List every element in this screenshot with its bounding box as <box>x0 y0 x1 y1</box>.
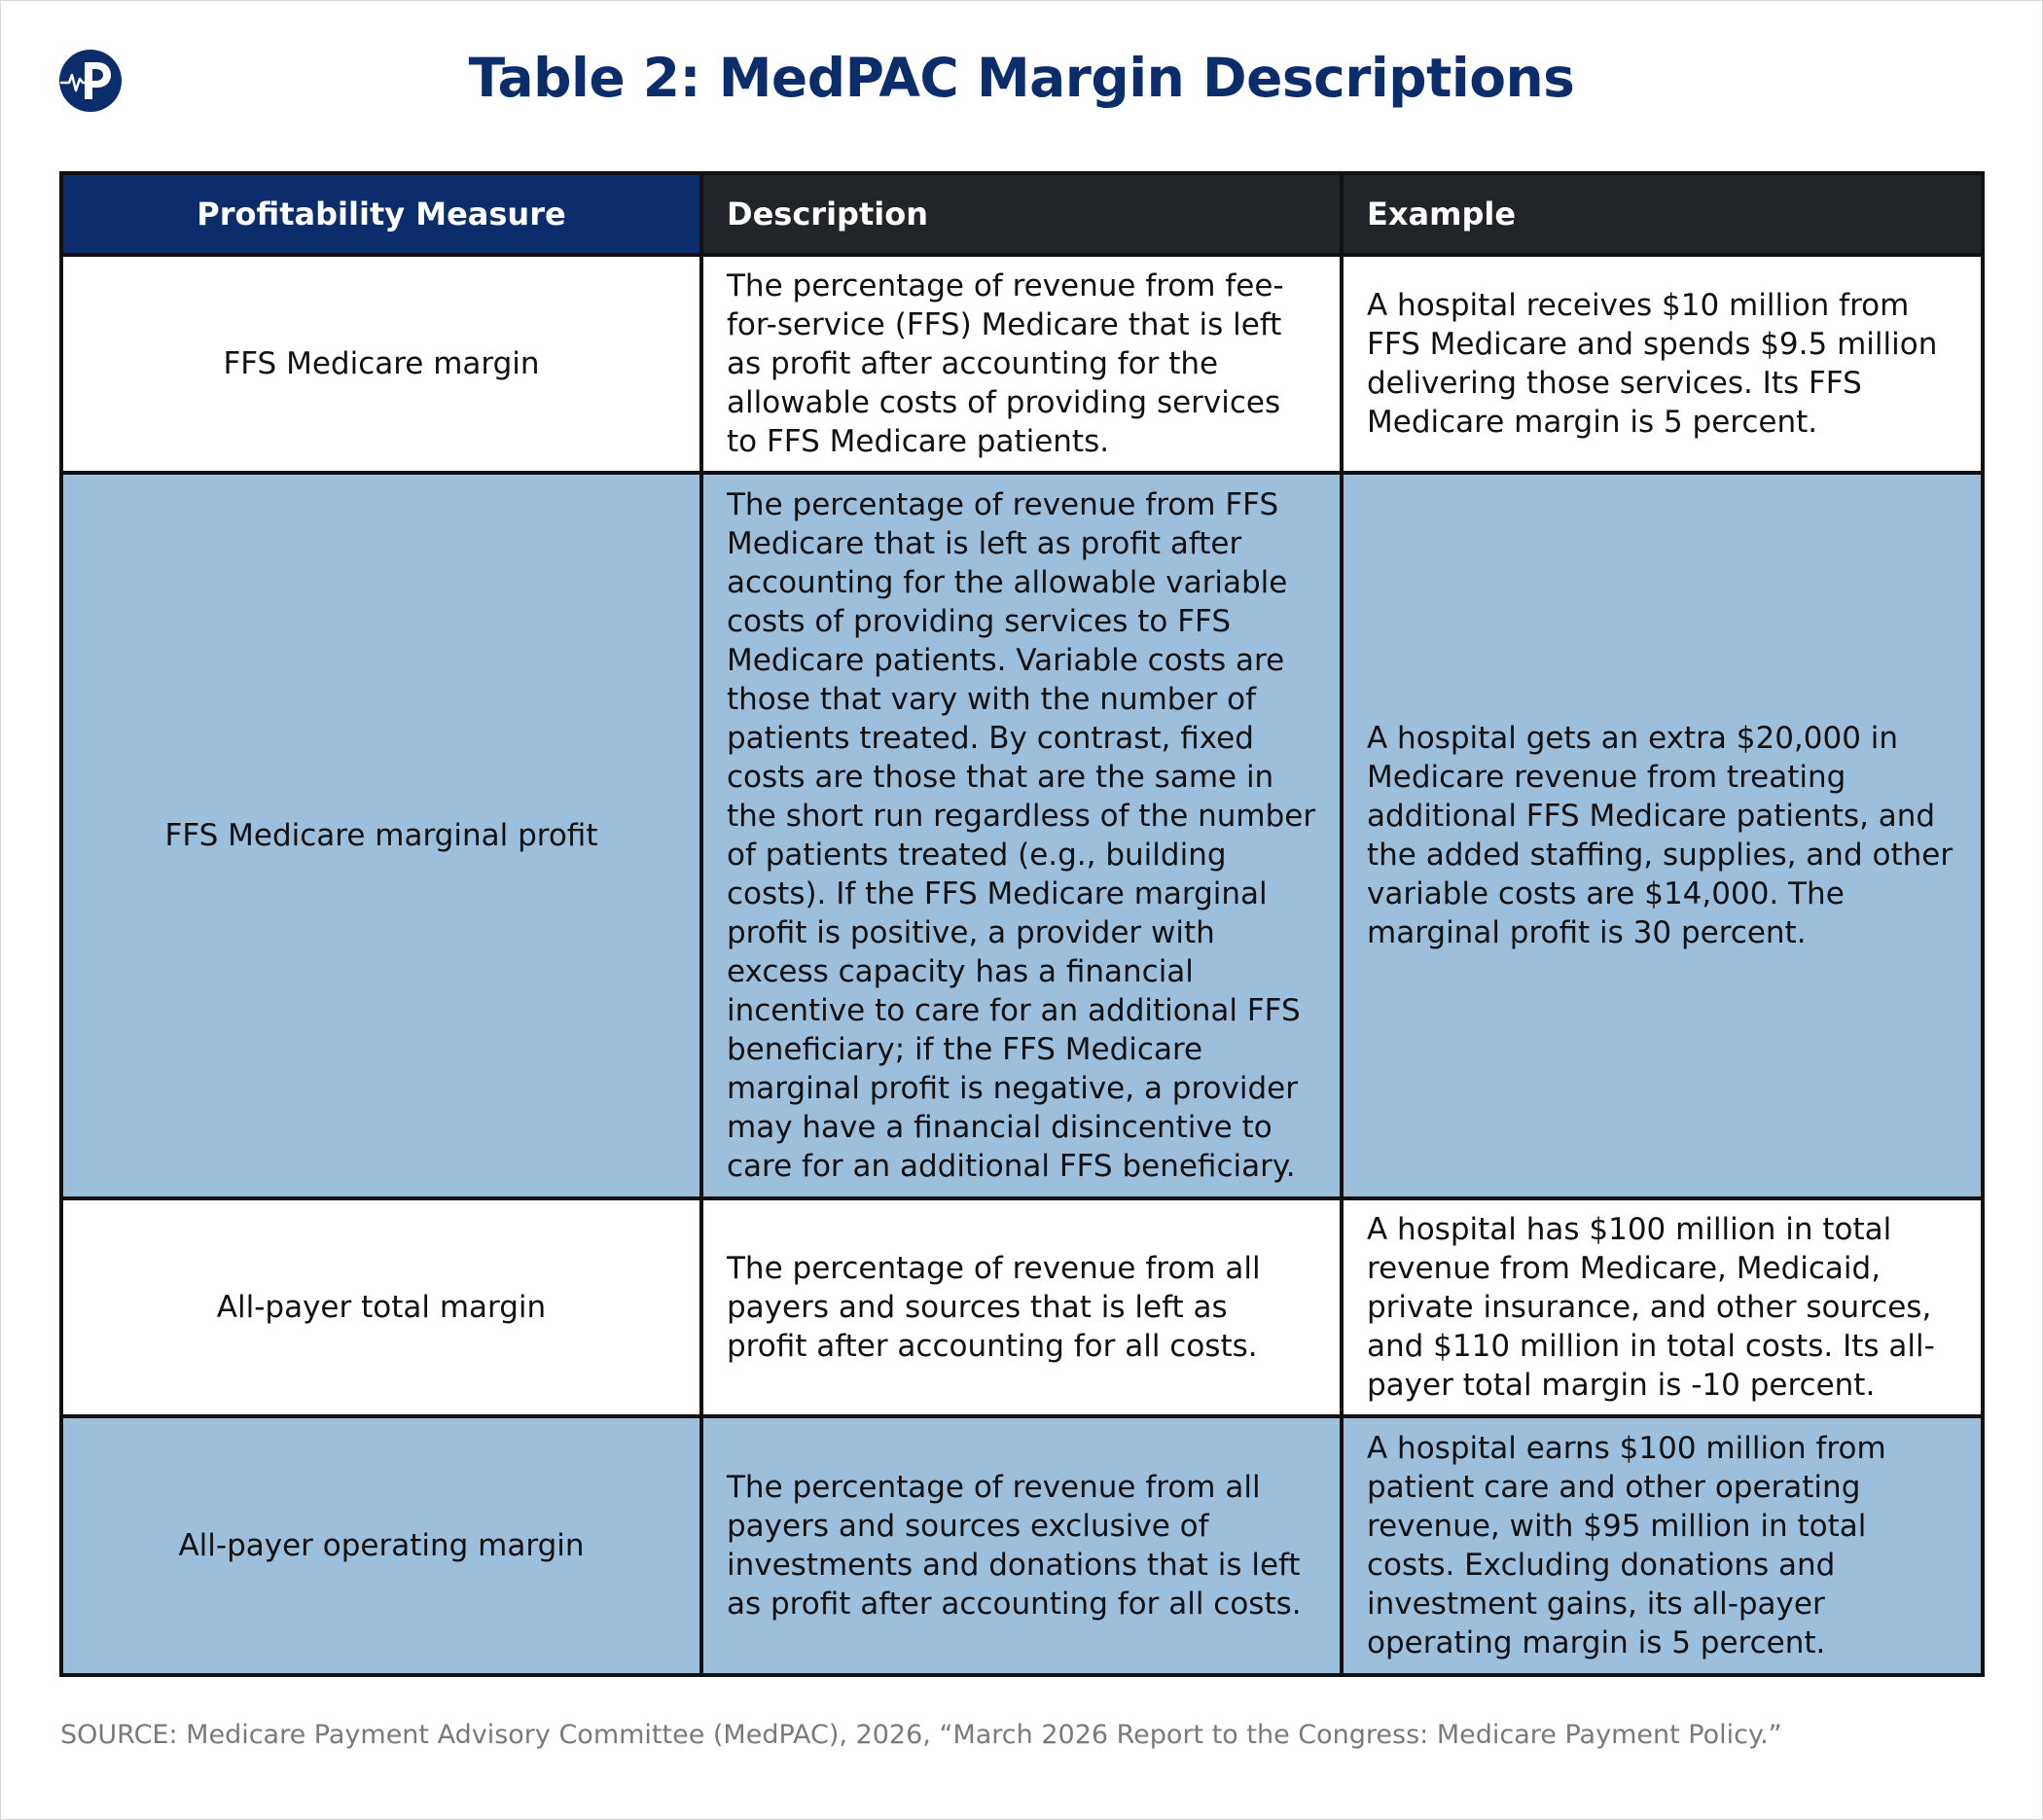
measure-cell: FFS Medicare marginal profit <box>59 471 703 1200</box>
example-cell: A hospital has $100 million in total rev… <box>1340 1196 1985 1418</box>
page-title: Table 2: MedPAC Margin Descriptions <box>468 47 1575 109</box>
example-cell: A hospital earns $100 million from patie… <box>1340 1414 1985 1677</box>
table-row: FFS Medicare marginal profit The percent… <box>59 471 1985 1200</box>
table-header-row: Profitability Measure Description Exampl… <box>59 171 1985 257</box>
example-cell: A hospital gets an extra $20,000 in Medi… <box>1340 471 1985 1200</box>
header-description: Description <box>699 171 1344 257</box>
description-cell: The percentage of revenue from all payer… <box>699 1414 1344 1677</box>
measure-cell: All-payer total margin <box>59 1196 703 1418</box>
example-cell: A hospital receives $10 million from FFS… <box>1340 253 1985 475</box>
description-cell: The percentage of revenue from all payer… <box>699 1196 1344 1418</box>
table-row: All-payer operating margin The percentag… <box>59 1414 1985 1677</box>
measure-cell: FFS Medicare margin <box>59 253 703 475</box>
description-cell: The percentage of revenue from FFS Medic… <box>699 471 1344 1200</box>
table-row: FFS Medicare margin The percentage of re… <box>59 253 1985 475</box>
header-profitability-measure: Profitability Measure <box>59 171 703 257</box>
margin-table: Profitability Measure Description Exampl… <box>59 171 1985 1677</box>
heartbeat-p-logo-icon <box>59 50 122 112</box>
description-cell: The percentage of revenue from fee-for-s… <box>699 253 1344 475</box>
measure-cell: All-payer operating margin <box>59 1414 703 1677</box>
header-example: Example <box>1340 171 1985 257</box>
source-note: SOURCE: Medicare Payment Advisory Commit… <box>60 1720 1782 1750</box>
table-row: All-payer total margin The percentage of… <box>59 1196 1985 1418</box>
